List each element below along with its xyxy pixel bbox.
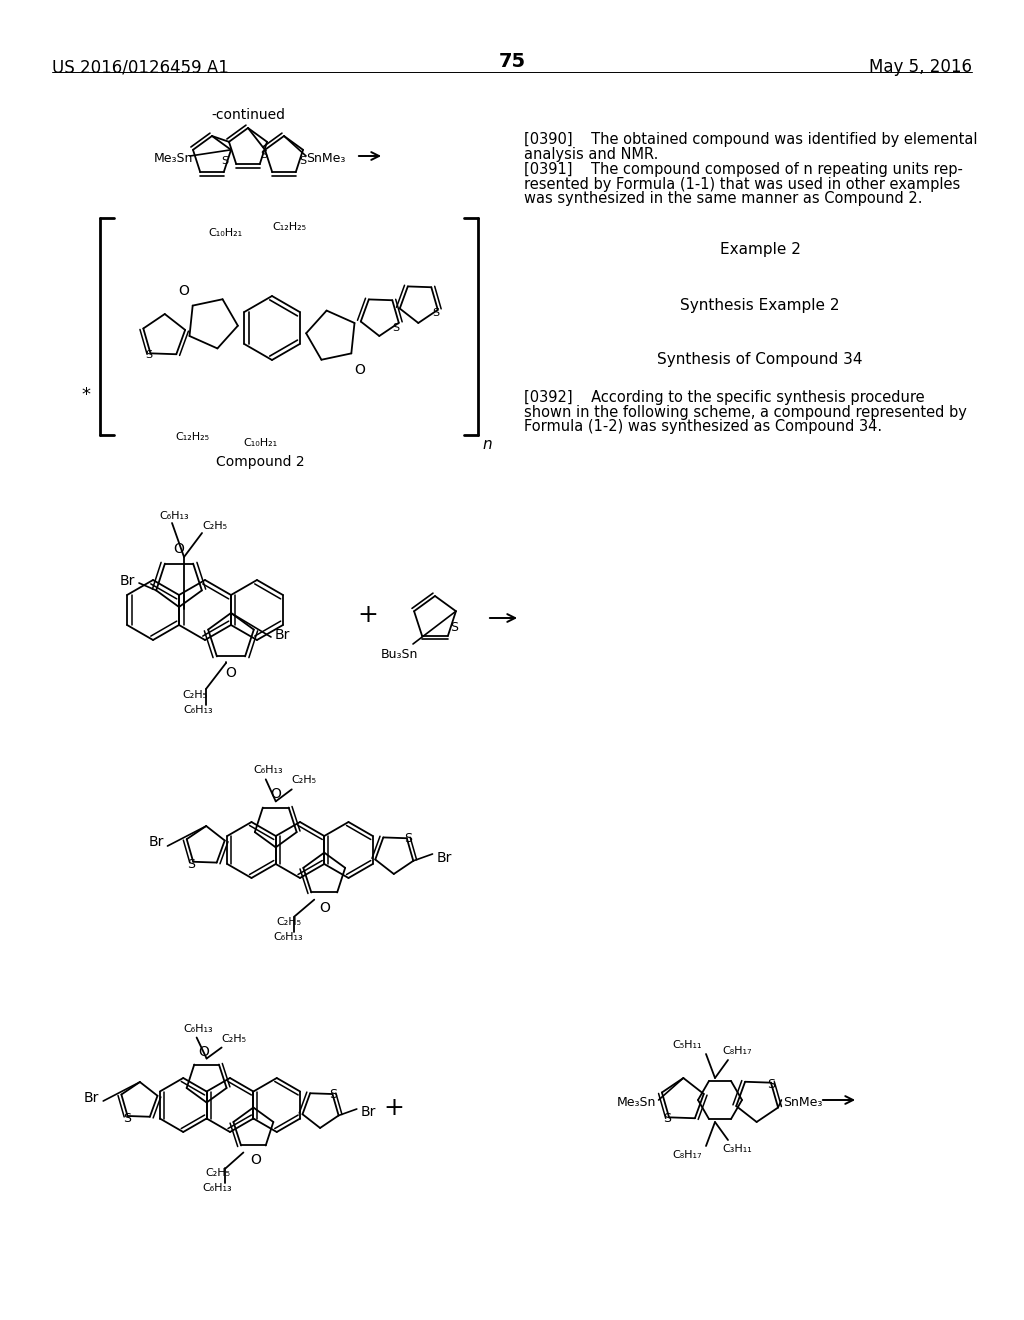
- Text: SnMe₃: SnMe₃: [783, 1096, 822, 1109]
- Text: C₁₂H₂₅: C₁₂H₂₅: [272, 222, 306, 232]
- Text: S: S: [299, 156, 306, 166]
- Text: O: O: [199, 1044, 209, 1059]
- Text: [0391]    The compound composed of n repeating units rep-: [0391] The compound composed of n repeat…: [524, 162, 963, 177]
- Text: SnMe₃: SnMe₃: [306, 152, 345, 165]
- Text: *: *: [82, 385, 90, 404]
- Text: C₅H₁₁: C₅H₁₁: [673, 1040, 702, 1049]
- Text: C₆H₁₃: C₆H₁₃: [203, 1184, 232, 1193]
- Text: C₃H₁₁: C₃H₁₁: [722, 1144, 752, 1154]
- Text: O: O: [250, 1154, 261, 1167]
- Text: +: +: [384, 1096, 404, 1119]
- Text: S: S: [450, 620, 458, 634]
- Text: S: S: [123, 1111, 131, 1125]
- Text: S: S: [145, 350, 153, 360]
- Text: Compound 2: Compound 2: [216, 455, 304, 469]
- Text: C₆H₁₃: C₆H₁₃: [159, 511, 188, 521]
- Text: US 2016/0126459 A1: US 2016/0126459 A1: [52, 58, 229, 77]
- Text: 75: 75: [499, 51, 525, 71]
- Text: C₂H₅: C₂H₅: [292, 775, 316, 785]
- Text: analysis and NMR.: analysis and NMR.: [524, 147, 658, 161]
- Text: S: S: [187, 858, 196, 870]
- Text: n: n: [482, 437, 492, 451]
- Text: +: +: [357, 603, 379, 627]
- Text: [0392]    According to the specific synthesis procedure: [0392] According to the specific synthes…: [524, 389, 925, 405]
- Text: -continued: -continued: [211, 108, 285, 121]
- Text: C₈H₁₇: C₈H₁₇: [673, 1150, 702, 1160]
- Text: C₆H₁₃: C₆H₁₃: [253, 766, 283, 775]
- Text: C₆H₁₃: C₆H₁₃: [273, 932, 303, 941]
- Text: O: O: [270, 787, 282, 801]
- Text: C₆H₁₃: C₆H₁₃: [183, 1023, 213, 1034]
- Text: O: O: [225, 667, 237, 680]
- Text: C₁₂H₂₅: C₁₂H₂₅: [175, 432, 209, 442]
- Text: S: S: [432, 308, 439, 318]
- Text: shown in the following scheme, a compound represented by: shown in the following scheme, a compoun…: [524, 404, 967, 420]
- Text: [0390]    The obtained compound was identified by elemental: [0390] The obtained compound was identif…: [524, 132, 978, 147]
- Text: Synthesis of Compound 34: Synthesis of Compound 34: [657, 352, 863, 367]
- Text: Synthesis Example 2: Synthesis Example 2: [680, 298, 840, 313]
- Text: S: S: [664, 1111, 672, 1125]
- Text: S: S: [221, 156, 228, 166]
- Text: Br: Br: [120, 574, 135, 587]
- Text: Br: Br: [84, 1092, 99, 1105]
- Text: C₂H₅: C₂H₅: [202, 521, 227, 531]
- Text: C₁₀H₂₁: C₁₀H₂₁: [243, 438, 278, 447]
- Text: Formula (1-2) was synthesized as Compound 34.: Formula (1-2) was synthesized as Compoun…: [524, 418, 882, 434]
- Text: S: S: [392, 323, 399, 333]
- Text: C₂H₅: C₂H₅: [206, 1168, 230, 1179]
- Text: Bu₃Sn: Bu₃Sn: [381, 648, 419, 661]
- Text: was synthesized in the same manner as Compound 2.: was synthesized in the same manner as Co…: [524, 191, 923, 206]
- Text: Br: Br: [436, 851, 452, 865]
- Text: C₈H₁₇: C₈H₁₇: [722, 1045, 752, 1056]
- Text: Me₃Sn: Me₃Sn: [154, 152, 194, 165]
- Text: May 5, 2016: May 5, 2016: [869, 58, 972, 77]
- Text: O: O: [174, 543, 184, 556]
- Text: Br: Br: [360, 1105, 376, 1119]
- Text: Br: Br: [275, 628, 291, 642]
- Text: C₂H₅: C₂H₅: [276, 916, 301, 927]
- Text: Br: Br: [148, 836, 164, 849]
- Text: C₁₀H₂₁: C₁₀H₂₁: [208, 228, 242, 238]
- Text: S: S: [329, 1089, 337, 1101]
- Text: C₂H₅: C₂H₅: [182, 690, 207, 700]
- Text: resented by Formula (1-1) that was used in other examples: resented by Formula (1-1) that was used …: [524, 177, 961, 191]
- Text: C₂H₅: C₂H₅: [221, 1034, 247, 1044]
- Text: S: S: [260, 150, 267, 160]
- Text: S: S: [767, 1077, 775, 1090]
- Text: Example 2: Example 2: [720, 242, 801, 257]
- Text: O: O: [318, 900, 330, 915]
- Text: Me₃Sn: Me₃Sn: [616, 1096, 656, 1109]
- Text: S: S: [404, 832, 413, 845]
- Text: O: O: [354, 363, 366, 378]
- Text: C₆H₁₃: C₆H₁₃: [183, 705, 213, 715]
- Text: O: O: [178, 284, 189, 298]
